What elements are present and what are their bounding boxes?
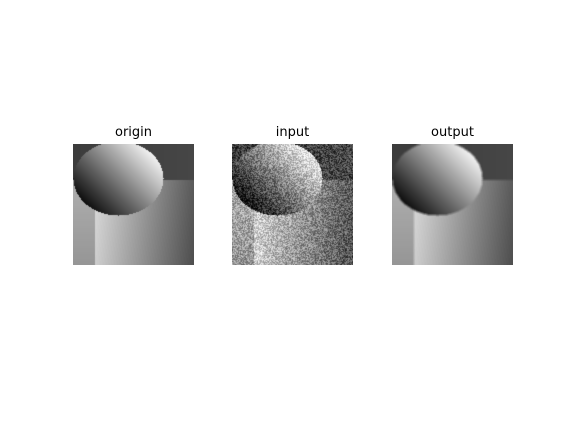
origin-panel: origin [73,124,194,265]
output-panel: output [392,124,513,265]
input-panel: input [232,124,353,265]
input-image [232,144,353,265]
origin-title: origin [114,125,152,140]
input-title: input [275,125,310,140]
origin-image [73,144,194,265]
output-image [392,144,513,265]
output-title: output [431,125,474,140]
